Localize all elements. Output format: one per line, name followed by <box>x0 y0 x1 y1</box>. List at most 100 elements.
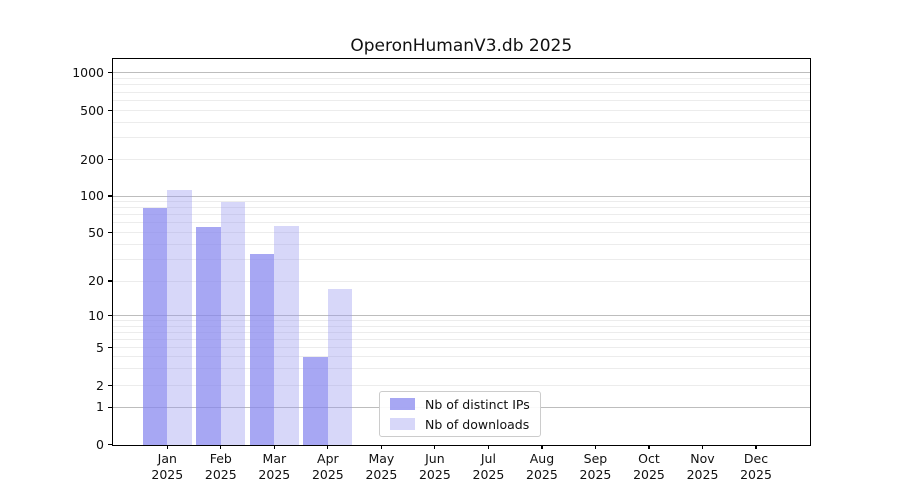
chart-title: OperonHumanV3.db 2025 <box>350 36 573 56</box>
y-gridline-minor-8 <box>113 325 810 327</box>
x-tick-year-sep: 2025 <box>579 467 612 483</box>
x-tick-label-jun: Jun 2025 <box>408 451 462 484</box>
x-tick-year-jan: 2025 <box>151 467 184 483</box>
x-tick-year-nov: 2025 <box>686 467 719 483</box>
y-gridline-minor-30 <box>113 259 810 261</box>
y-gridline-minor-4 <box>113 356 810 358</box>
y-gridline-major-10 <box>113 315 810 317</box>
y-tick-100 <box>108 195 113 197</box>
y-tick-20 <box>108 280 113 282</box>
bar-nb-of-downloads-apr <box>327 289 353 445</box>
y-gridline-minor-200 <box>113 159 810 161</box>
y-gridline-minor-500 <box>113 110 810 111</box>
y-tick-label-50: 50 <box>88 224 104 240</box>
legend-item-downloads: Nb of downloads <box>390 416 530 432</box>
x-tick-year-feb: 2025 <box>204 467 237 483</box>
y-tick-2 <box>108 385 113 387</box>
y-gridline-minor-80 <box>113 207 810 209</box>
legend-swatch-distinct-ips-icon <box>390 397 415 411</box>
y-gridline-minor-600 <box>113 100 810 102</box>
y-gridline-minor-7 <box>113 331 810 333</box>
y-gridline-minor-40 <box>113 243 810 245</box>
x-tick-jul <box>487 444 489 450</box>
y-tick-label-1: 1 <box>96 399 104 415</box>
bar-nb-of-distinct-ips-jan <box>142 207 168 445</box>
y-tick-label-5: 5 <box>96 339 104 355</box>
x-tick-year-apr: 2025 <box>311 467 344 483</box>
y-tick-5 <box>108 347 113 349</box>
y-tick-label-100: 100 <box>80 188 104 203</box>
y-tick-label-200: 200 <box>80 151 104 167</box>
x-tick-apr <box>327 444 329 450</box>
y-gridline-minor-5 <box>113 347 810 349</box>
legend-swatch-downloads-icon <box>390 417 415 431</box>
bar-nb-of-distinct-ips-mar <box>249 254 275 445</box>
x-tick-label-feb: Feb 2025 <box>194 451 248 484</box>
y-gridline-minor-20 <box>113 280 810 282</box>
x-tick-year-may: 2025 <box>365 467 398 483</box>
y-tick-1000 <box>108 72 113 74</box>
x-tick-label-jan: Jan 2025 <box>140 451 194 484</box>
y-gridline-minor-2 <box>113 385 810 387</box>
y-gridline-major-100 <box>113 195 810 197</box>
x-tick-sep <box>594 444 597 450</box>
x-tick-label-may: May 2025 <box>354 451 408 484</box>
y-tick-label-1000: 1000 <box>72 64 104 80</box>
x-tick-nov <box>701 444 704 450</box>
y-tick-label-0: 0 <box>96 436 104 452</box>
legend-label-distinct-ips: Nb of distinct IPs <box>425 396 530 412</box>
y-gridline-minor-700 <box>113 91 810 93</box>
y-gridline-minor-9 <box>113 320 810 322</box>
y-gridline-minor-60 <box>113 222 810 224</box>
y-gridline-minor-6 <box>113 338 810 340</box>
x-tick-label-dec: Dec 2025 <box>729 451 783 484</box>
legend-item-distinct-ips: Nb of distinct IPs <box>390 396 530 412</box>
legend: Nb of distinct IPs Nb of downloads <box>379 391 541 437</box>
y-tick-label-500: 500 <box>80 102 104 118</box>
x-tick-label-oct: Oct 2025 <box>622 451 676 484</box>
x-tick-label-aug: Aug 2025 <box>515 451 569 484</box>
y-tick-1 <box>108 406 113 408</box>
y-gridline-minor-800 <box>113 84 810 86</box>
y-gridline-minor-400 <box>113 121 810 123</box>
x-tick-label-apr: Apr 2025 <box>301 451 355 484</box>
x-tick-oct <box>648 444 650 450</box>
y-gridline-minor-900 <box>113 77 810 79</box>
x-tick-may <box>380 444 382 450</box>
bar-nb-of-downloads-jan <box>167 189 192 445</box>
bar-nb-of-distinct-ips-feb <box>196 227 221 445</box>
x-tick-jun <box>434 444 436 450</box>
y-gridline-minor-3 <box>113 368 810 370</box>
x-tick-dec <box>755 444 757 450</box>
x-tick-year-dec: 2025 <box>740 467 772 483</box>
bar-nb-of-downloads-mar <box>274 225 299 445</box>
x-tick-year-mar: 2025 <box>258 467 291 483</box>
y-gridline-minor-50 <box>113 232 810 233</box>
x-tick-mar <box>273 444 275 450</box>
x-tick-year-jul: 2025 <box>472 467 505 483</box>
x-tick-label-mar: Mar 2025 <box>247 451 301 484</box>
x-tick-year-jun: 2025 <box>418 467 451 483</box>
y-tick-200 <box>108 159 113 161</box>
y-tick-10 <box>108 315 113 317</box>
y-gridline-minor-70 <box>113 214 810 216</box>
x-tick-jan <box>166 444 168 450</box>
legend-label-downloads: Nb of downloads <box>425 416 530 432</box>
y-gridline-major-1000 <box>113 72 810 74</box>
x-tick-label-jul: Jul 2025 <box>461 451 515 484</box>
y-tick-label-2: 2 <box>96 377 104 393</box>
bar-nb-of-downloads-feb <box>220 201 246 445</box>
y-gridline-minor-90 <box>113 201 810 203</box>
x-tick-year-oct: 2025 <box>633 467 665 483</box>
y-tick-label-10: 10 <box>88 307 104 323</box>
bar-nb-of-distinct-ips-apr <box>303 356 328 445</box>
x-tick-label-nov: Nov 2025 <box>676 451 730 484</box>
y-tick-0 <box>108 444 113 446</box>
y-tick-500 <box>108 109 113 112</box>
y-gridline-minor-300 <box>113 137 810 139</box>
x-tick-year-aug: 2025 <box>526 467 558 483</box>
y-tick-50 <box>108 231 113 234</box>
x-tick-label-sep: Sep 2025 <box>568 451 622 484</box>
x-tick-aug <box>541 444 543 450</box>
